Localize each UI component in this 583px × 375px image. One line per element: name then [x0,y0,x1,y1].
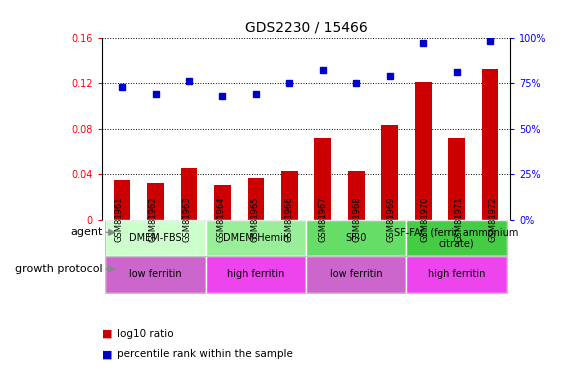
Bar [106,220,206,256]
Text: DMEM-FBS: DMEM-FBS [129,233,182,243]
Text: GSM81966: GSM81966 [285,197,294,243]
Text: GSM81968: GSM81968 [353,197,361,243]
Text: high ferritin: high ferritin [428,269,485,279]
Bar [406,256,507,292]
Text: high ferritin: high ferritin [227,269,285,279]
Bar [206,220,306,256]
Text: GSM81964: GSM81964 [216,197,226,242]
Text: GSM81971: GSM81971 [455,197,463,242]
Bar [248,177,264,220]
Text: SF-FAC (ferric ammonium
citrate): SF-FAC (ferric ammonium citrate) [395,227,519,249]
Text: ■: ■ [102,350,116,359]
Bar [482,69,498,220]
Text: percentile rank within the sample: percentile rank within the sample [117,350,293,359]
Text: GSM81961: GSM81961 [114,197,124,242]
Bar [147,183,164,220]
Text: GSM81962: GSM81962 [149,197,157,242]
Text: growth protocol: growth protocol [15,264,103,274]
Text: agent: agent [71,227,103,237]
Text: low ferritin: low ferritin [129,269,182,279]
Bar [306,220,406,256]
Bar [114,180,131,220]
Bar [381,125,398,220]
Bar [415,82,431,220]
Text: GSM81972: GSM81972 [489,197,498,242]
Title: GDS2230 / 15466: GDS2230 / 15466 [245,21,367,35]
Text: GSM81969: GSM81969 [387,197,396,242]
Bar [214,186,231,220]
Bar [106,256,206,292]
Text: ■: ■ [102,329,116,339]
Text: GSM81965: GSM81965 [251,197,259,242]
Bar [314,138,331,220]
Text: SF-0: SF-0 [346,233,367,243]
Text: low ferritin: low ferritin [330,269,382,279]
Text: GSM81970: GSM81970 [420,197,430,242]
Bar [206,256,306,292]
Bar [448,138,465,220]
Text: GSM81963: GSM81963 [182,197,192,243]
Bar [306,256,406,292]
Bar [406,220,507,256]
Bar [348,171,364,220]
Bar [281,171,298,220]
Text: log10 ratio: log10 ratio [117,329,173,339]
Text: GSM81967: GSM81967 [318,197,328,243]
Bar [181,168,198,220]
Text: DMEM-Hemin: DMEM-Hemin [223,233,289,243]
